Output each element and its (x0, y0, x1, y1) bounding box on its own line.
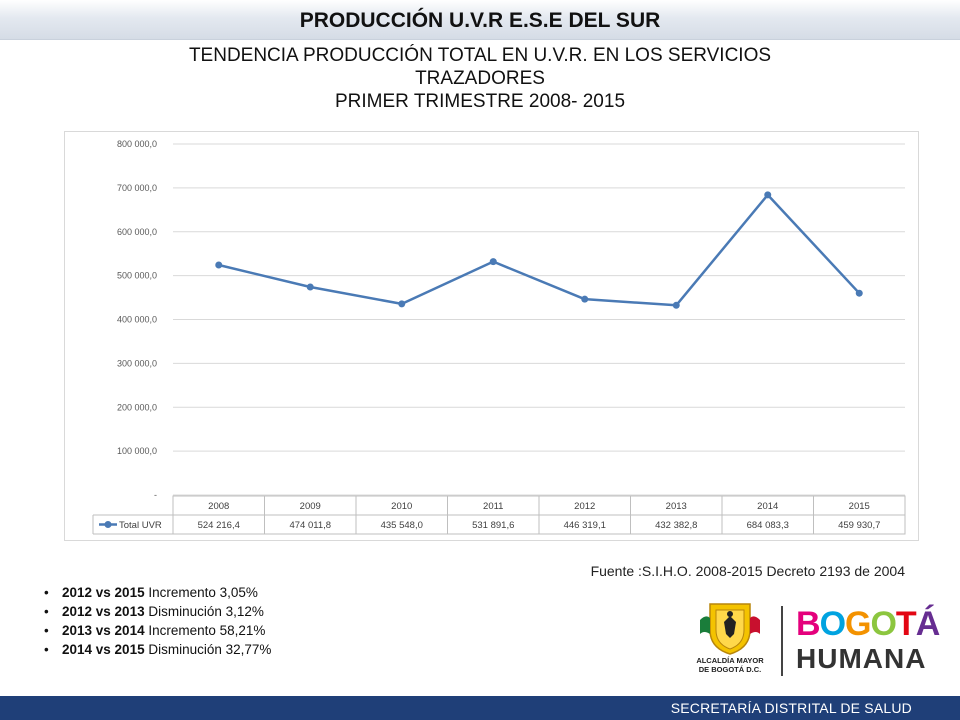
subtitle-line-3: PRIMER TRIMESTRE 2008- 2015 (334, 91, 626, 112)
y-tick-label: 200 000,0 (117, 402, 157, 412)
x-category-label: 2010 (391, 501, 412, 512)
y-tick-label: 100 000,0 (117, 446, 157, 456)
data-point (855, 289, 863, 297)
data-point (489, 258, 497, 266)
y-tick-label: 600 000,0 (117, 227, 157, 237)
logo-divider (781, 606, 783, 676)
data-label: 474 011,8 (289, 520, 331, 531)
data-point (306, 283, 314, 291)
alcaldia-label: ALCALDÍA MAYOR DE BOGOTÁ D.C. (696, 656, 764, 674)
data-point (215, 261, 223, 269)
legend-label: Total UVR (119, 520, 162, 531)
note-item: 2012 vs 2015 Incremento 3,05% (44, 583, 271, 602)
note-item: 2014 vs 2015 Disminución 32,77% (44, 640, 271, 659)
data-label: 684 083,3 (747, 520, 789, 531)
x-category-label: 2013 (666, 501, 687, 512)
y-tick-label: 400 000,0 (117, 315, 157, 325)
y-tick-label: 300 000,0 (117, 358, 157, 368)
legend-marker (104, 521, 112, 528)
data-point (398, 300, 406, 308)
footer-bar: SECRETARÍA DISTRITAL DE SALUD (0, 696, 960, 720)
x-category-label: 2015 (849, 501, 870, 512)
chart-frame: - 100 000,0 200 000,0 300 000,0 400 000,0 500… (64, 131, 919, 541)
data-point (764, 191, 772, 199)
data-point (672, 301, 680, 309)
subtitle-line-2: TRAZADORES (415, 68, 545, 89)
x-category-label: 2009 (300, 501, 321, 512)
notes-list: 2012 vs 2015 Incremento 3,05% 2012 vs 20… (44, 583, 271, 659)
y-tick-label: 700 000,0 (117, 183, 157, 193)
data-label: 531 891,6 (472, 520, 514, 531)
subtitle-line-1: TENDENCIA PRODUCCIÓN TOTAL EN U.V.R. EN … (188, 45, 772, 66)
note-item: 2013 vs 2014 Incremento 58,21% (44, 621, 271, 640)
humana-logo-text: HUMANA (796, 643, 927, 674)
source-text: Fuente :S.I.H.O. 2008-2015 Decreto 2193 … (590, 563, 905, 579)
x-category-label: 2008 (208, 501, 229, 512)
chart-subtitle: TENDENCIA PRODUCCIÓN TOTAL EN U.V.R. EN … (0, 44, 960, 113)
data-label: 459 930,7 (838, 520, 880, 531)
page-title: PRODUCCIÓN U.V.R E.S.E DEL SUR (299, 9, 661, 32)
data-label: 432 382,8 (655, 520, 697, 531)
note-item: 2012 vs 2013 Disminución 3,12% (44, 602, 271, 621)
y-tick-label: 800 000,0 (117, 139, 157, 149)
coat-of-arms-icon (700, 603, 760, 655)
x-category-label: 2014 (757, 501, 778, 512)
x-category-label: 2011 (483, 501, 503, 512)
data-label: 446 319,1 (564, 520, 606, 531)
bogota-letters-1: B (796, 605, 821, 643)
bogota-logo-text: BOGOTÁ (796, 605, 940, 643)
logo-area: ALCALDÍA MAYOR DE BOGOTÁ D.C. BOGOTÁ HUM… (686, 600, 940, 684)
data-label: 524 216,4 (198, 520, 240, 531)
data-label: 435 548,0 (381, 520, 423, 531)
y-tick-label: - (154, 490, 157, 500)
y-tick-label: 500 000,0 (117, 271, 157, 281)
data-point (581, 295, 589, 303)
footer-text: SECRETARÍA DISTRITAL DE SALUD (670, 700, 912, 716)
x-category-label: 2012 (574, 501, 595, 512)
header-bar: PRODUCCIÓN U.V.R E.S.E DEL SUR (0, 0, 960, 40)
line-chart: - 100 000,0 200 000,0 300 000,0 400 000,0 500… (92, 139, 906, 535)
series-line (218, 193, 861, 307)
